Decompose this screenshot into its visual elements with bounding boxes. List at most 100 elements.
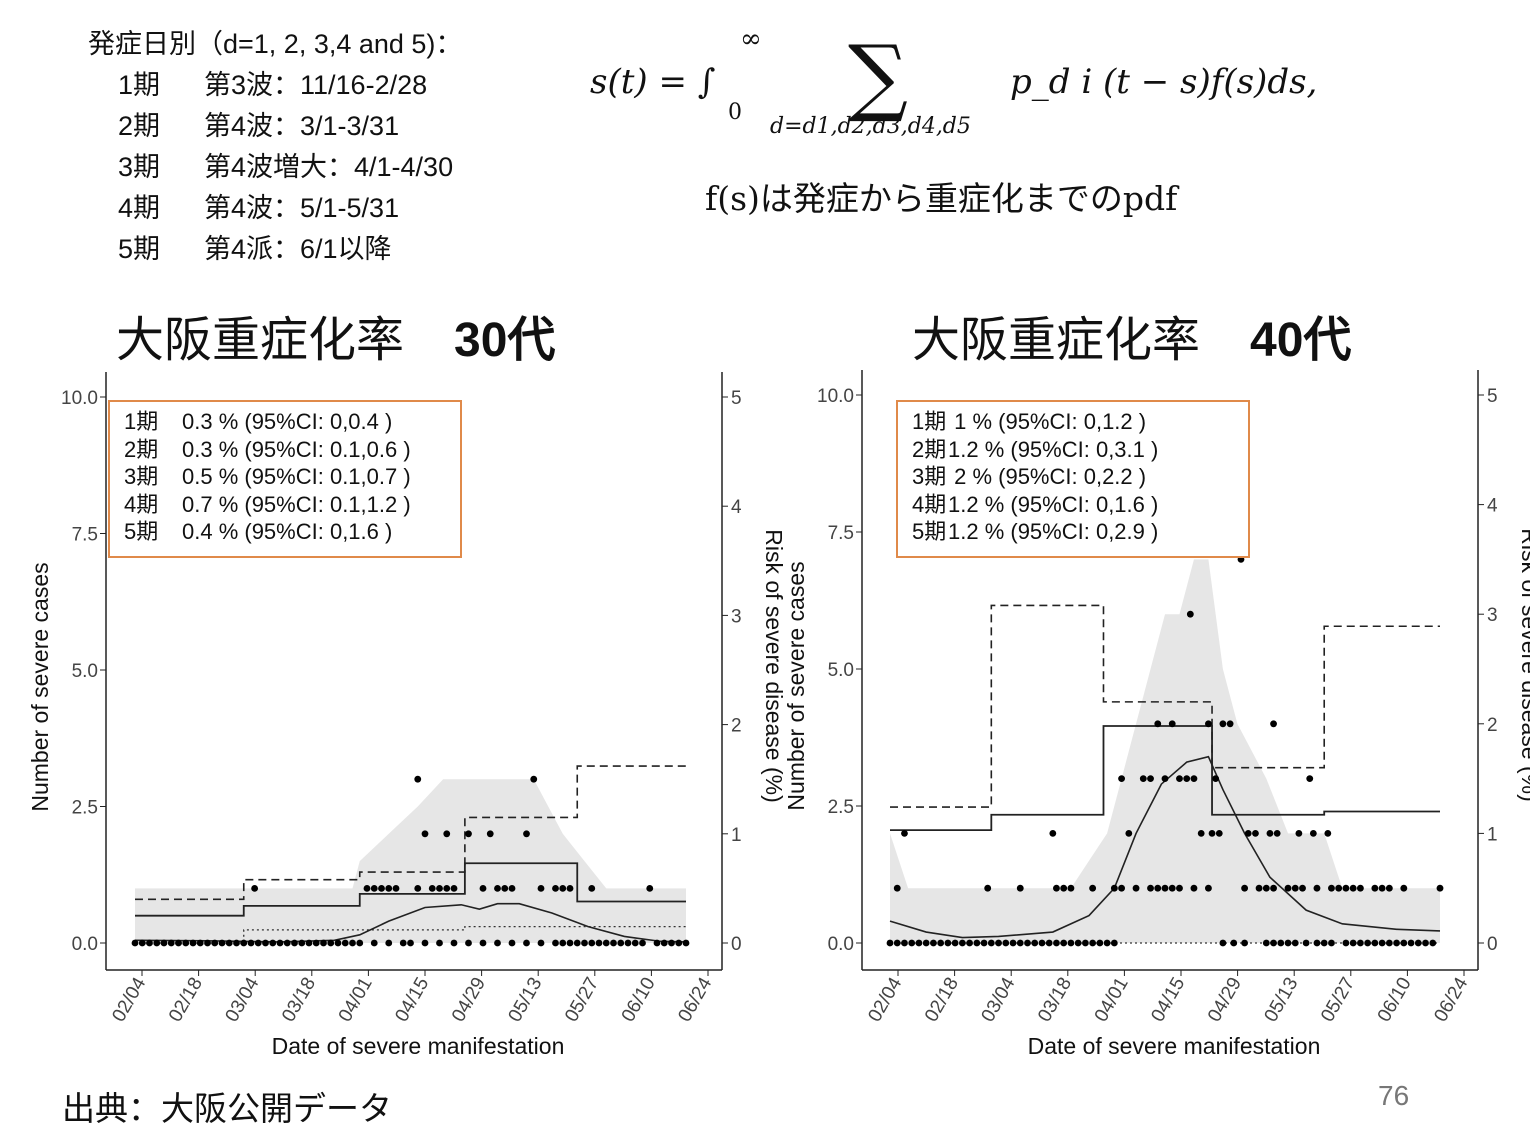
y-tick-label: 0.0 [72, 934, 98, 955]
observed-point [1277, 939, 1285, 947]
observed-point [146, 939, 153, 947]
observed-point [1009, 939, 1017, 947]
observed-point [312, 939, 320, 947]
observed-point [175, 939, 182, 947]
legend-value: 1.2 % (95%CI: 0,2.9 ) [948, 519, 1159, 544]
x-tick-label: 04/01 [335, 974, 377, 1026]
observed-point [320, 939, 327, 947]
formula-lower-limit: 0 [728, 100, 742, 125]
x-tick-label: 03/18 [1034, 974, 1076, 1026]
observed-point [1089, 884, 1097, 892]
observed-point [1176, 775, 1183, 782]
x-tick-label: 06/24 [1430, 974, 1472, 1026]
observed-point [479, 885, 487, 892]
y2-axis-title: Risk of severe disease (%) [761, 529, 787, 803]
observed-point [407, 939, 414, 947]
legend-value: 1.2 % (95%CI: 0,3.1 ) [948, 436, 1159, 462]
x-tick-label: 04/29 [448, 974, 490, 1026]
observed-point [566, 939, 574, 947]
observed-point [901, 939, 908, 947]
observed-point [624, 939, 632, 947]
chart-legend-40s: 1期 1 % (95%CI: 0,1.2 ) 2期1.2 % (95%CI: 0,… [896, 400, 1250, 558]
observed-point [675, 939, 683, 947]
observed-point [1176, 884, 1183, 892]
observed-point [1262, 884, 1270, 892]
observed-point [1060, 884, 1068, 892]
y-tick-label: 5.0 [72, 661, 98, 682]
observed-point [1031, 939, 1039, 947]
observed-point [1252, 830, 1259, 837]
observed-point [1002, 939, 1010, 947]
risk-upper-line [135, 765, 686, 901]
x-axis-title: Date of severe manifestation [272, 1033, 565, 1059]
observed-point [1349, 939, 1357, 947]
period-label: 第4波増大：4/1-4/30 [204, 152, 454, 182]
x-tick-label: 02/18 [165, 974, 207, 1026]
observed-point [218, 939, 226, 947]
observed-point [1241, 939, 1249, 947]
observed-point [1016, 884, 1024, 892]
observed-point [1168, 884, 1176, 892]
period-item: 2期 第4波：3/1-3/31 [118, 106, 462, 147]
observed-point [1302, 939, 1310, 947]
observed-point [966, 939, 974, 947]
period-num: 3期 [118, 152, 161, 182]
observed-point [1081, 939, 1089, 947]
observed-point [196, 939, 204, 947]
observed-point [537, 939, 545, 947]
observed-point [160, 939, 168, 947]
observed-point [1335, 884, 1343, 892]
legend-period: 4期 [124, 491, 159, 517]
observed-point [1139, 775, 1147, 782]
observed-point [995, 939, 1002, 947]
observed-point [479, 939, 487, 947]
observed-point [1208, 830, 1216, 837]
observed-point [1270, 884, 1277, 892]
observed-point [1067, 884, 1075, 892]
observed-point [349, 939, 356, 947]
observed-point [465, 939, 472, 947]
observed-point [937, 939, 945, 947]
observed-point [653, 939, 661, 947]
observed-point [595, 939, 603, 947]
observed-point [1324, 830, 1332, 837]
legend-period: 1期 [124, 409, 159, 434]
observed-point [494, 939, 501, 947]
observed-point [1309, 830, 1317, 837]
y2-tick-label: 0 [1487, 934, 1498, 955]
y2-tick-label: 1 [731, 825, 742, 846]
x-tick-label: 04/01 [1091, 974, 1133, 1026]
observed-point [1378, 884, 1386, 892]
x-tick-label: 05/13 [1261, 974, 1303, 1026]
y2-tick-label: 3 [731, 606, 742, 627]
observed-point [1183, 775, 1191, 782]
observed-point [443, 885, 451, 892]
observed-point [1219, 939, 1227, 947]
observed-point [1400, 884, 1408, 892]
observed-point [370, 885, 378, 892]
observed-point [450, 885, 458, 892]
legend-row: 4期1.2 % (95%CI: 0,1.6 ) [912, 491, 1234, 519]
observed-point [559, 885, 567, 892]
legend-row: 5期1.2 % (95%CI: 0,2.9 ) [912, 518, 1234, 546]
observed-point [973, 939, 981, 947]
observed-point [901, 830, 908, 837]
period-num: 4期 [118, 193, 161, 223]
observed-point [1400, 939, 1408, 947]
legend-row: 3期 0.5 % (95%CI: 0.1,0.7 ) [124, 463, 446, 491]
observed-point [1291, 884, 1299, 892]
period-label: 第3波：11/16-2/28 [204, 70, 428, 100]
observed-point [893, 884, 901, 892]
observed-point [240, 939, 248, 947]
observed-point [283, 939, 291, 947]
chart-title-30s: 大阪重症化率 30代 [116, 300, 555, 370]
observed-point [1422, 939, 1429, 947]
observed-point [1053, 884, 1060, 892]
observed-point [602, 939, 610, 947]
legend-period: 3期 [124, 464, 159, 489]
y2-tick-label: 5 [731, 388, 742, 409]
observed-point [414, 775, 422, 783]
period-item: 5期 第4派：6/1以降 [118, 229, 462, 270]
prediction-band [135, 779, 686, 943]
